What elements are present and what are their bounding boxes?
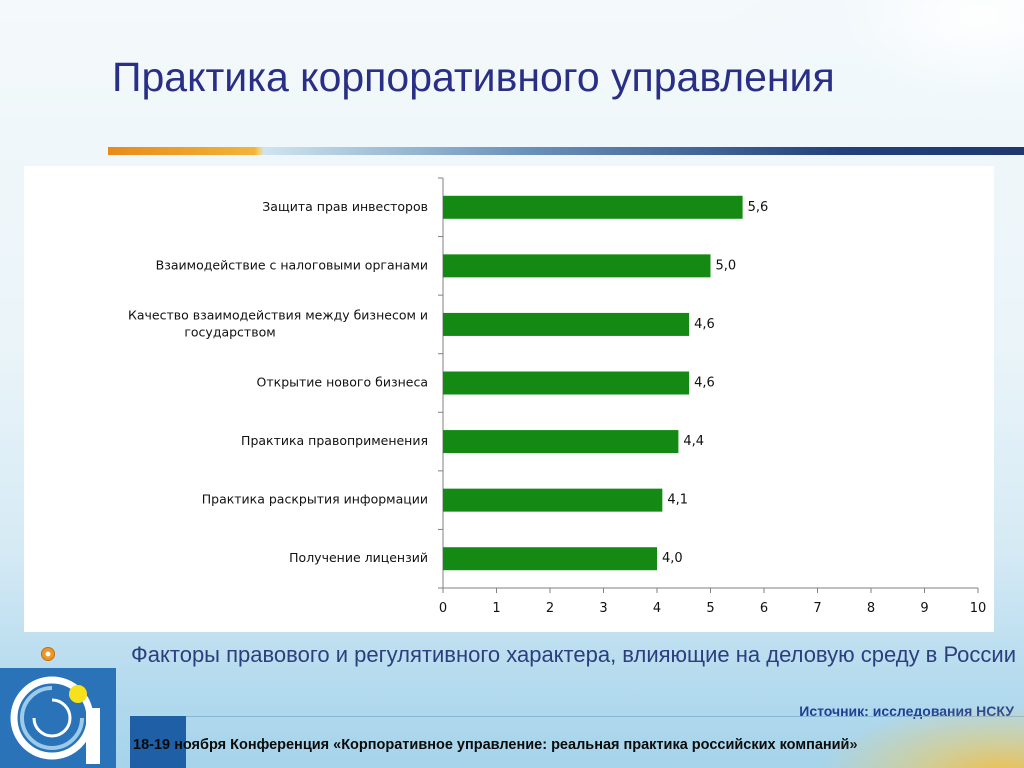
x-tick-label: 9 bbox=[920, 601, 928, 616]
bar-7 bbox=[443, 547, 657, 571]
chart-caption: Факторы правового и регулятивного характ… bbox=[131, 642, 1016, 667]
x-tick-label: 3 bbox=[599, 601, 607, 616]
x-tick-label: 5 bbox=[706, 601, 714, 616]
bar-2 bbox=[443, 254, 711, 278]
x-tick-label: 10 bbox=[970, 601, 987, 616]
x-tick-label: 1 bbox=[492, 601, 500, 616]
x-tick-label: 4 bbox=[653, 601, 661, 616]
category-label: Качество взаимодействия между бизнесом и bbox=[128, 307, 428, 322]
bar-5 bbox=[443, 430, 679, 454]
organization-logo bbox=[0, 668, 116, 768]
footer-text: 18-19 ноября Конференция «Корпоративное … bbox=[133, 737, 858, 753]
bar-6 bbox=[443, 488, 663, 512]
bar-1 bbox=[443, 195, 743, 219]
category-label: Практика раскрытия информации bbox=[202, 492, 428, 507]
background-decoration bbox=[724, 0, 1024, 160]
slide-title: Практика корпоративного управления bbox=[112, 54, 835, 100]
footer-accent-block bbox=[130, 716, 186, 768]
background-decoration bbox=[804, 698, 1024, 768]
data-label: 5,6 bbox=[748, 200, 769, 215]
data-label: 4,6 bbox=[694, 317, 715, 332]
chart-panel: 0 1 2 3 4 5 6 7 8 9 10 5,6 Защита прав инвесторов 5,0… bbox=[24, 166, 994, 632]
x-tick-label: 0 bbox=[439, 601, 447, 616]
category-label: Получение лицензий bbox=[289, 550, 428, 565]
bar-4 bbox=[443, 371, 690, 395]
footer-divider bbox=[130, 716, 1024, 717]
data-label: 4,1 bbox=[667, 493, 688, 508]
x-tick-label: 7 bbox=[813, 601, 821, 616]
category-label: Защита прав инвесторов bbox=[262, 199, 428, 214]
category-label: Взаимодействие с налоговыми органами bbox=[156, 257, 428, 272]
data-label: 4,4 bbox=[683, 434, 704, 449]
x-tick-label: 8 bbox=[867, 601, 875, 616]
bar-chart: 0 1 2 3 4 5 6 7 8 9 10 5,6 Защита прав инвесторов 5,0… bbox=[128, 177, 987, 616]
x-tick-label: 2 bbox=[546, 601, 554, 616]
x-tick-label: 6 bbox=[760, 601, 768, 616]
category-label: государством bbox=[184, 324, 275, 339]
data-label: 4,0 bbox=[662, 551, 683, 566]
title-divider bbox=[108, 147, 1024, 155]
category-label: Практика правоприменения bbox=[241, 433, 428, 448]
bar-3 bbox=[443, 312, 690, 336]
data-label: 4,6 bbox=[694, 376, 715, 391]
orange-circle-bullet-icon bbox=[42, 648, 54, 660]
data-label: 5,0 bbox=[716, 258, 737, 273]
category-label: Открытие нового бизнеса bbox=[257, 375, 428, 390]
spiral-logo-icon bbox=[10, 676, 100, 764]
